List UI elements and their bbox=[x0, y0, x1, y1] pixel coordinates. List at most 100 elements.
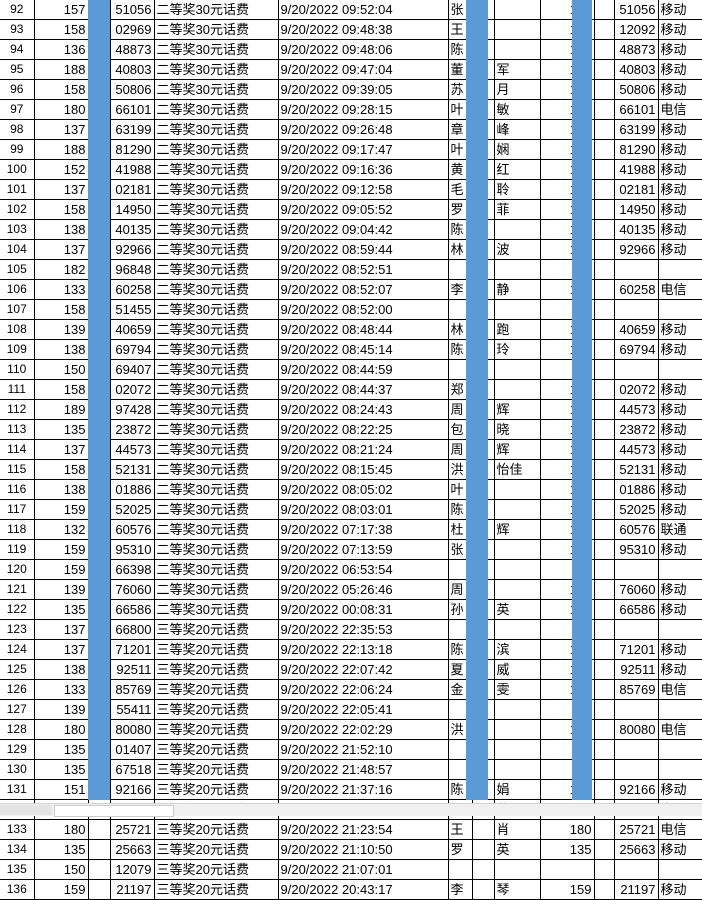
carrier-cell[interactable] bbox=[658, 619, 702, 640]
masked-cell-left[interactable] bbox=[88, 779, 111, 800]
code2-cell[interactable] bbox=[614, 759, 659, 780]
masked-cell-left[interactable] bbox=[88, 399, 111, 420]
surname-cell[interactable] bbox=[448, 359, 473, 380]
row-header-cell[interactable]: 129 bbox=[0, 739, 35, 760]
quantity-cell[interactable]: 158 bbox=[34, 19, 89, 40]
masked-cell-right[interactable] bbox=[594, 279, 615, 300]
datetime-cell[interactable]: 9/20/2022 21:23:54 bbox=[278, 819, 449, 840]
number-cell[interactable]: 159 bbox=[540, 499, 595, 520]
masked-cell-left[interactable] bbox=[88, 439, 111, 460]
masked-cell-middle[interactable] bbox=[472, 319, 495, 340]
quantity-cell[interactable]: 151 bbox=[34, 779, 89, 800]
row-header-cell[interactable]: 95 bbox=[0, 59, 35, 80]
datetime-cell[interactable]: 9/20/2022 08:21:24 bbox=[278, 439, 449, 460]
carrier-cell[interactable]: 移动 bbox=[658, 79, 702, 100]
row-header-cell[interactable]: 109 bbox=[0, 339, 35, 360]
masked-cell-right[interactable] bbox=[594, 319, 615, 340]
table-row[interactable]: 93 158 02969 二等奖30元话费 9/20/2022 09:48:38 王 139… bbox=[0, 19, 702, 40]
table-row[interactable]: 125 138 92511 三等奖20元话费 9/20/2022 22:07:42 夏威 1… bbox=[0, 659, 702, 680]
datetime-cell[interactable]: 9/20/2022 08:15:45 bbox=[278, 459, 449, 480]
carrier-cell[interactable]: 移动 bbox=[658, 199, 702, 220]
masked-cell-middle[interactable] bbox=[472, 359, 495, 380]
table-row[interactable]: 123 137 66800 三等奖20元话费 9/20/2022 22:35:53 bbox=[0, 619, 702, 640]
carrier-cell[interactable]: 移动 bbox=[658, 499, 702, 520]
code2-cell[interactable]: 25663 bbox=[614, 839, 659, 860]
masked-cell-right[interactable] bbox=[594, 419, 615, 440]
number-cell[interactable] bbox=[540, 359, 595, 380]
code-cell[interactable]: 51056 bbox=[110, 0, 155, 20]
row-header-cell[interactable]: 126 bbox=[0, 679, 35, 700]
surname-cell[interactable]: 林 bbox=[448, 239, 473, 260]
given-name-cell[interactable]: 菲 bbox=[494, 199, 541, 220]
given-name-cell[interactable]: 英 bbox=[494, 839, 541, 860]
number-cell[interactable]: 136 bbox=[540, 39, 595, 60]
prize-cell[interactable]: 二等奖30元话费 bbox=[154, 219, 279, 240]
masked-cell-left[interactable] bbox=[88, 879, 111, 900]
masked-cell-middle[interactable] bbox=[472, 19, 495, 40]
prize-cell[interactable]: 三等奖20元话费 bbox=[154, 739, 279, 760]
given-name-cell[interactable] bbox=[494, 39, 541, 60]
table-row[interactable]: 116 138 01886 二等奖30元话费 9/20/2022 08:05:02 叶 13… bbox=[0, 479, 702, 500]
code-cell[interactable]: 92966 bbox=[110, 239, 155, 260]
datetime-cell[interactable]: 9/20/2022 21:48:57 bbox=[278, 759, 449, 780]
given-name-cell[interactable] bbox=[494, 759, 541, 780]
number-cell[interactable]: 158 bbox=[540, 199, 595, 220]
datetime-cell[interactable]: 9/20/2022 06:53:54 bbox=[278, 559, 449, 580]
code2-cell[interactable]: 40135 bbox=[614, 219, 659, 240]
masked-cell-right[interactable] bbox=[594, 519, 615, 540]
masked-cell-middle[interactable] bbox=[472, 59, 495, 80]
number-cell[interactable] bbox=[540, 859, 595, 880]
carrier-cell[interactable]: 移动 bbox=[658, 319, 702, 340]
row-header-cell[interactable]: 105 bbox=[0, 259, 35, 280]
masked-cell-middle[interactable] bbox=[472, 79, 495, 100]
datetime-cell[interactable]: 9/20/2022 22:05:41 bbox=[278, 699, 449, 720]
code2-cell[interactable]: 95310 bbox=[614, 539, 659, 560]
code-cell[interactable]: 40659 bbox=[110, 319, 155, 340]
row-header-cell[interactable]: 122 bbox=[0, 599, 35, 620]
table-row[interactable]: 115 158 52131 二等奖30元话费 9/20/2022 08:15:45 洪怡佳… bbox=[0, 459, 702, 480]
table-row[interactable]: 100 152 41988 二等奖30元话费 9/20/2022 09:16:36 黄红 1… bbox=[0, 159, 702, 180]
masked-cell-middle[interactable] bbox=[472, 199, 495, 220]
datetime-cell[interactable]: 9/20/2022 22:06:24 bbox=[278, 679, 449, 700]
row-header-cell[interactable]: 121 bbox=[0, 579, 35, 600]
code-cell[interactable]: 95310 bbox=[110, 539, 155, 560]
datetime-cell[interactable]: 9/20/2022 21:07:01 bbox=[278, 859, 449, 880]
row-header-cell[interactable]: 134 bbox=[0, 839, 35, 860]
prize-cell[interactable]: 三等奖20元话费 bbox=[154, 639, 279, 660]
datetime-cell[interactable]: 9/20/2022 07:17:38 bbox=[278, 519, 449, 540]
datetime-cell[interactable]: 9/20/2022 08:44:37 bbox=[278, 379, 449, 400]
prize-cell[interactable]: 二等奖30元话费 bbox=[154, 559, 279, 580]
carrier-cell[interactable]: 移动 bbox=[658, 639, 702, 660]
number-cell[interactable] bbox=[540, 739, 595, 760]
code-cell[interactable]: 66586 bbox=[110, 599, 155, 620]
datetime-cell[interactable]: 9/20/2022 05:26:46 bbox=[278, 579, 449, 600]
given-name-cell[interactable] bbox=[494, 0, 541, 20]
prize-cell[interactable]: 二等奖30元话费 bbox=[154, 339, 279, 360]
number-cell[interactable]: 151 bbox=[540, 779, 595, 800]
surname-cell[interactable]: 章 bbox=[448, 119, 473, 140]
table-row[interactable]: 119 159 95310 二等奖30元话费 9/20/2022 07:13:59 张 15… bbox=[0, 539, 702, 560]
number-cell[interactable]: 137 bbox=[540, 179, 595, 200]
masked-cell-right[interactable] bbox=[594, 659, 615, 680]
quantity-cell[interactable]: 135 bbox=[34, 599, 89, 620]
number-cell[interactable]: 152 bbox=[540, 159, 595, 180]
prize-cell[interactable]: 二等奖30元话费 bbox=[154, 319, 279, 340]
code-cell[interactable]: 63199 bbox=[110, 119, 155, 140]
table-row[interactable]: 111 158 02072 二等奖30元话费 9/20/2022 08:44:37 郑 15… bbox=[0, 379, 702, 400]
masked-cell-left[interactable] bbox=[88, 759, 111, 780]
carrier-cell[interactable]: 移动 bbox=[658, 399, 702, 420]
masked-cell-middle[interactable] bbox=[472, 219, 495, 240]
given-name-cell[interactable]: 肖 bbox=[494, 819, 541, 840]
number-cell[interactable]: 180 bbox=[540, 719, 595, 740]
surname-cell[interactable]: 叶 bbox=[448, 139, 473, 160]
datetime-cell[interactable]: 9/20/2022 21:52:10 bbox=[278, 739, 449, 760]
masked-cell-middle[interactable] bbox=[472, 779, 495, 800]
prize-cell[interactable]: 二等奖30元话费 bbox=[154, 459, 279, 480]
code2-cell[interactable] bbox=[614, 859, 659, 880]
row-header-cell[interactable]: 106 bbox=[0, 279, 35, 300]
surname-cell[interactable] bbox=[448, 619, 473, 640]
code2-cell[interactable] bbox=[614, 739, 659, 760]
datetime-cell[interactable]: 9/20/2022 08:05:02 bbox=[278, 479, 449, 500]
surname-cell[interactable]: 洪 bbox=[448, 719, 473, 740]
table-row[interactable]: 110 150 69407 二等奖30元话费 9/20/2022 08:44:59 bbox=[0, 359, 702, 380]
